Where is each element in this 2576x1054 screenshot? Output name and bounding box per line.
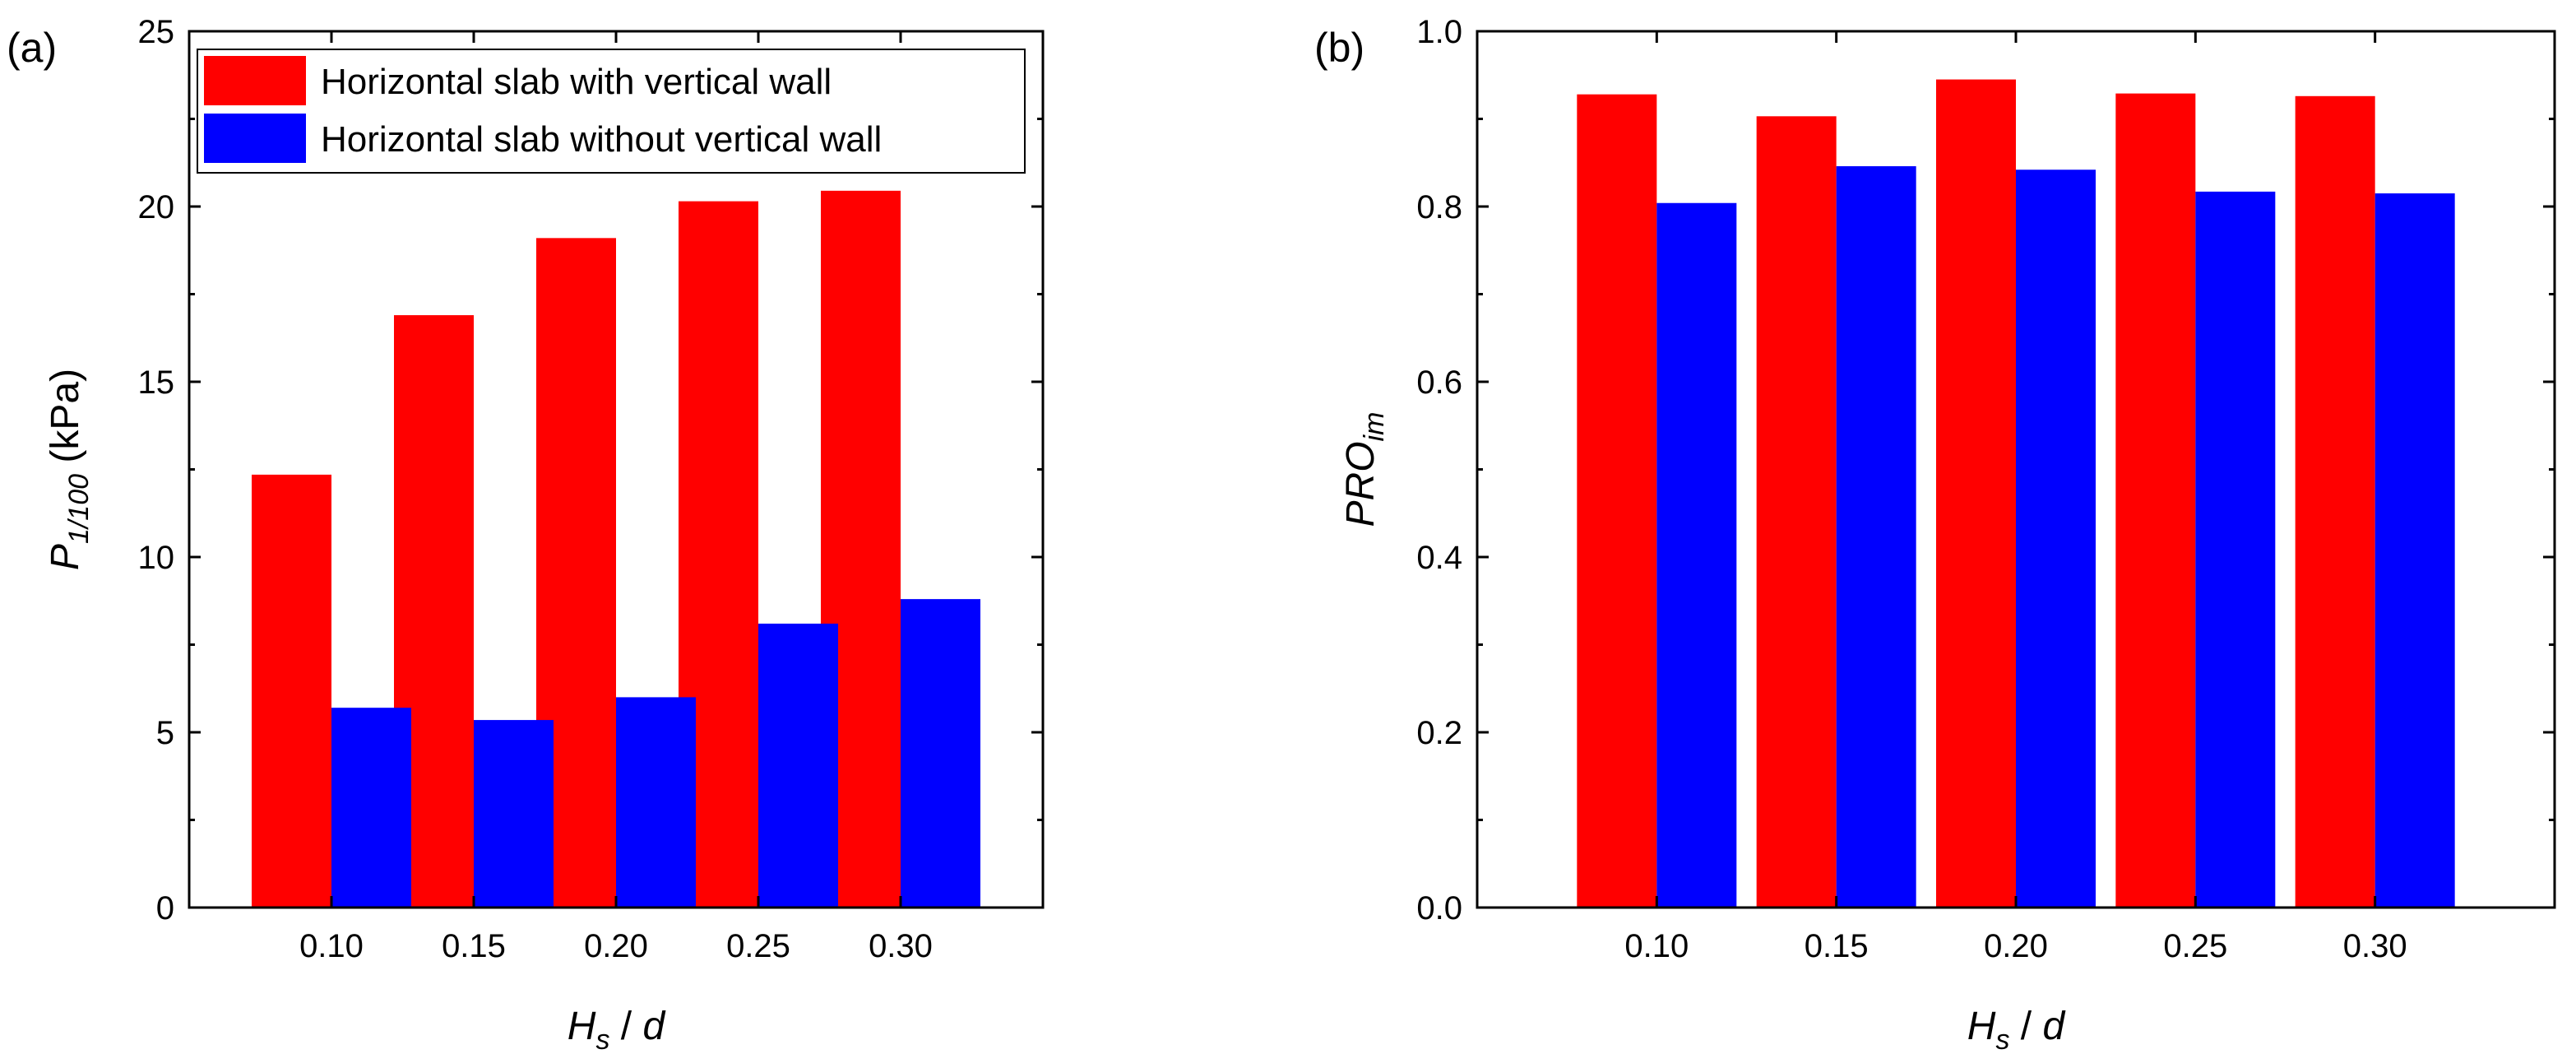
y-axis-label: PROim	[1339, 412, 1390, 527]
x-tick-label: 0.30	[2343, 928, 2407, 964]
bar-without-wall-2	[616, 697, 696, 908]
y-tick-label: 0	[156, 890, 174, 926]
y-tick-label: 5	[156, 715, 174, 751]
bar-with-wall-4	[2295, 95, 2375, 908]
legend-box	[197, 49, 1026, 174]
x-axis-label: Hs / d	[568, 1005, 666, 1054]
y-tick-label: 0.8	[1416, 189, 1462, 225]
bar-without-wall-1	[1836, 166, 1916, 908]
x-tick-label: 0.30	[869, 928, 933, 964]
y-tick-label: 25	[138, 14, 175, 50]
bar-without-wall-3	[758, 623, 838, 908]
panel-label: (a)	[7, 25, 57, 71]
x-tick-label: 0.15	[442, 928, 506, 964]
y-tick-label: 0.4	[1416, 540, 1462, 576]
x-tick-label: 0.20	[584, 928, 648, 964]
bar-without-wall-2	[2016, 169, 2096, 908]
bar-with-wall-0	[1577, 94, 1657, 908]
y-tick-label: 0.6	[1416, 364, 1462, 401]
bar-with-wall-1	[1756, 116, 1837, 908]
legend-swatch-1	[204, 114, 306, 163]
legend-swatch-0	[204, 56, 306, 105]
legend-label-1: Horizontal slab without vertical wall	[321, 119, 882, 160]
bar-with-wall-0	[252, 474, 331, 908]
x-axis-label: Hs / d	[1967, 1005, 2066, 1054]
y-tick-label: 15	[138, 364, 175, 401]
y-tick-label: 10	[138, 540, 175, 576]
y-tick-label: 1.0	[1416, 14, 1462, 50]
bar-with-wall-3	[2115, 93, 2196, 908]
x-tick-label: 0.25	[2163, 928, 2227, 964]
x-tick-label: 0.10	[299, 928, 364, 964]
bar-without-wall-4	[2374, 193, 2455, 908]
y-tick-label: 20	[138, 189, 175, 225]
bar-with-wall-2	[1936, 79, 2016, 908]
legend-label-0: Horizontal slab with vertical wall	[321, 62, 832, 102]
y-tick-label: 0.2	[1416, 715, 1462, 751]
bar-without-wall-0	[1656, 202, 1737, 908]
bar-without-wall-1	[474, 720, 554, 908]
bar-without-wall-4	[901, 599, 980, 908]
bar-without-wall-0	[331, 708, 411, 908]
bar-without-wall-3	[2195, 191, 2276, 908]
chart-panel-a: 0 5 10 15 20 25 0.10 0.15 0.20 0.25 0.30 Hs / d P1/1…	[7, 14, 1045, 1054]
x-tick-label: 0.15	[1805, 928, 1869, 964]
panel-label: (b)	[1314, 25, 1364, 71]
chart-panel-b: 0.0 0.2 0.4 0.6 0.8 1.0 0.10 0.15 0.20 0.25 0.30 Hs…	[1314, 14, 2556, 1054]
y-axis-label: P1/100 (kPa)	[44, 369, 95, 570]
x-tick-label: 0.10	[1624, 928, 1689, 964]
x-tick-label: 0.20	[1984, 928, 2048, 964]
y-tick-label: 0.0	[1416, 890, 1462, 926]
x-tick-label: 0.25	[726, 928, 790, 964]
